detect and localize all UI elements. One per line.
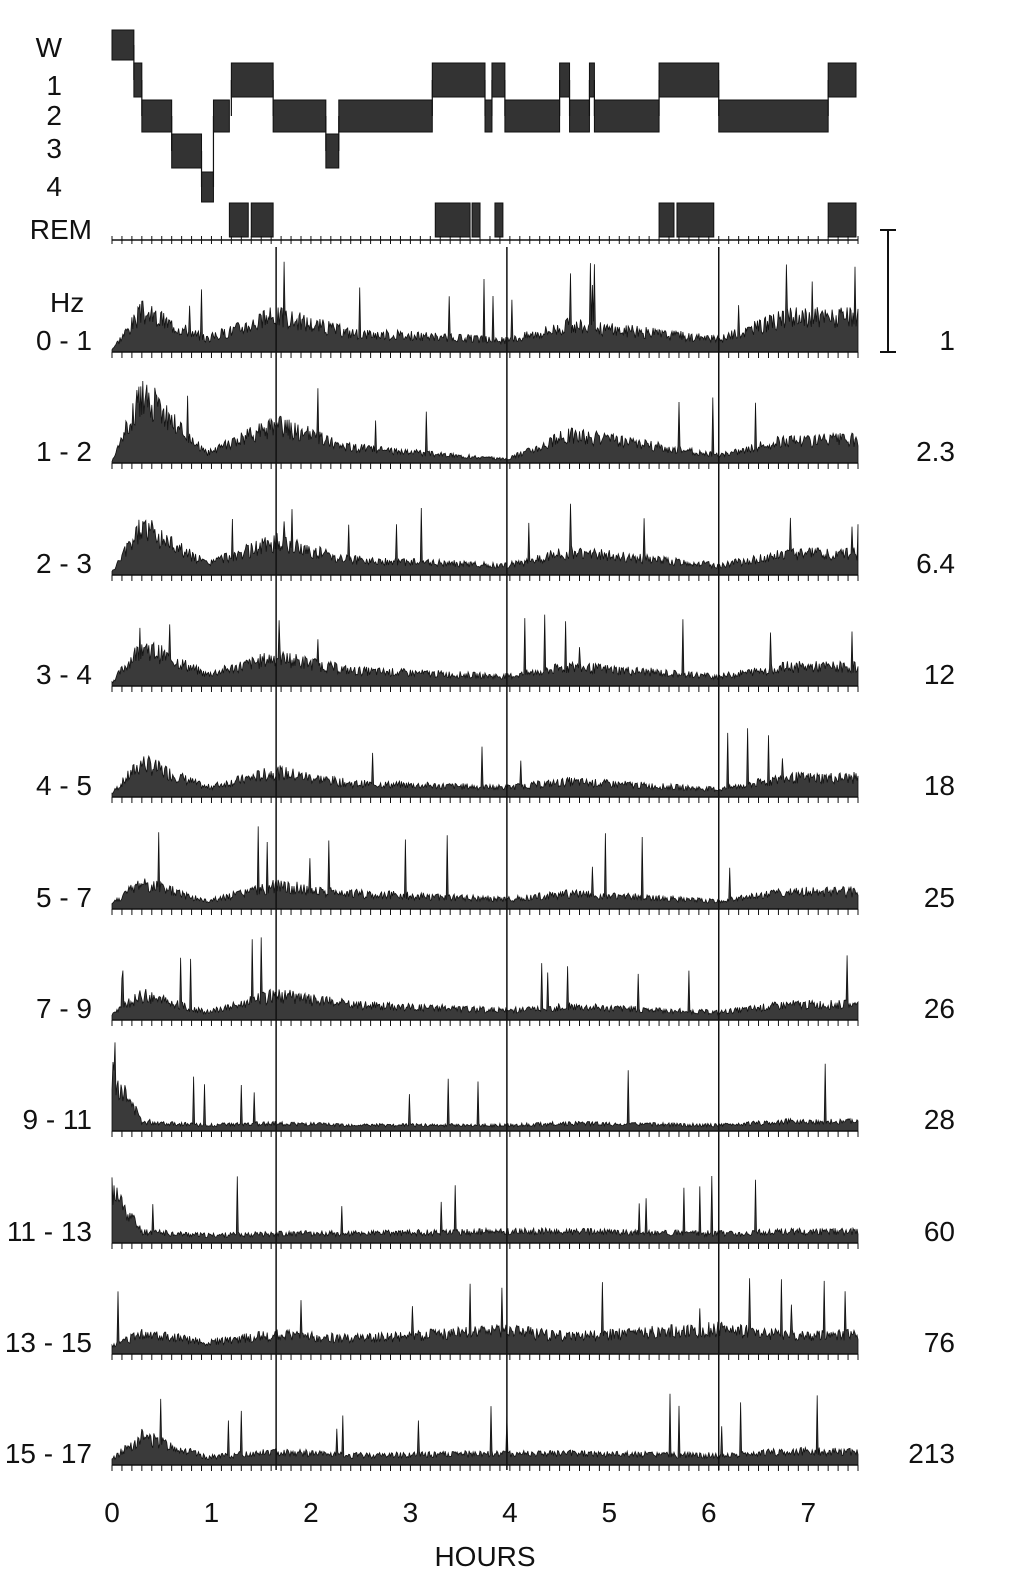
- hypnogram-segment: [471, 202, 481, 238]
- stage-label-4: 4: [46, 171, 62, 202]
- hypnogram-segment: [494, 202, 504, 238]
- hypnogram-segment: [588, 62, 595, 98]
- band-scale-value: 26: [924, 993, 955, 1024]
- band-scale-value: 76: [924, 1327, 955, 1358]
- band-trace: [111, 1042, 859, 1132]
- band-trace: [111, 728, 859, 798]
- reference-lines: [275, 247, 720, 1470]
- band-traces: 0 - 1 1 1 - 2 2.3 2 - 3 6.4 3 - 4 12 4 - 5 18 5 - …: [5, 261, 955, 1471]
- scale-bar: [880, 229, 896, 353]
- hypnogram-segment: [171, 133, 203, 169]
- x-tick-label: 4: [502, 1497, 518, 1528]
- hypnogram-segment: [676, 202, 715, 238]
- x-tick-label: 6: [701, 1497, 717, 1528]
- hypnogram: [111, 29, 859, 244]
- hypnogram-segment: [569, 99, 590, 133]
- x-tick-label: 1: [204, 1497, 220, 1528]
- stage-label-1: 1: [46, 70, 62, 101]
- band-label: 7 - 9: [36, 993, 92, 1024]
- x-tick-label: 0: [104, 1497, 120, 1528]
- band-scale-value: 213: [908, 1438, 955, 1469]
- band-label: 1 - 2: [36, 436, 92, 467]
- hypnogram-segment: [593, 99, 660, 133]
- hypnogram-segment: [827, 62, 857, 98]
- hz-label: Hz: [50, 287, 84, 318]
- x-axis-label: HOURS: [434, 1541, 535, 1572]
- band-trace: [111, 261, 859, 353]
- hypnogram-segment: [491, 62, 506, 98]
- band-label: 4 - 5: [36, 770, 92, 801]
- stage-label-w: W: [36, 32, 63, 63]
- band-label: 13 - 15: [5, 1327, 92, 1358]
- stage-label-2: 2: [46, 100, 62, 131]
- hypnogram-segment: [559, 62, 571, 98]
- band-scale-value: 18: [924, 770, 955, 801]
- hypnogram-segment: [201, 171, 214, 203]
- hypnogram-segment: [431, 62, 486, 98]
- hypnogram-segment: [325, 133, 340, 169]
- hypnogram-stage-labels: W 123 4 REM: [30, 32, 92, 245]
- band-label: 9 - 11: [22, 1104, 92, 1135]
- hypnogram-segment: [504, 99, 561, 133]
- hypnogram-segment: [338, 99, 433, 133]
- band-label: 2 - 3: [36, 548, 92, 579]
- hypnogram-segment: [827, 202, 857, 238]
- x-axis: 0 1 2 3 4 5 6 7: [104, 1497, 816, 1528]
- hypnogram-segment: [272, 99, 327, 133]
- band-label: 3 - 4: [36, 659, 92, 690]
- band-trace: [111, 826, 859, 910]
- hypnogram-segment: [230, 62, 274, 98]
- hypnogram-segment: [141, 99, 173, 133]
- hypnogram-segment: [111, 29, 135, 61]
- band-trace: [111, 1175, 859, 1244]
- hypnogram-segment: [484, 99, 493, 133]
- hypnogram-segment: [250, 202, 274, 238]
- x-tick-label: 3: [403, 1497, 419, 1528]
- x-tick-label: 2: [303, 1497, 319, 1528]
- band-scale-value: 1: [939, 325, 955, 356]
- hypnogram-segment: [658, 202, 675, 238]
- band-trace: [111, 380, 859, 464]
- hypnogram-segment: [658, 62, 720, 98]
- band-scale-value: 25: [924, 882, 955, 913]
- hypnogram-segment: [133, 62, 143, 98]
- band-scale-value: 2.3: [916, 436, 955, 467]
- stage-label-rem: REM: [30, 214, 92, 245]
- x-tick-label: 5: [602, 1497, 618, 1528]
- hypnogram-segment: [718, 99, 829, 133]
- band-scale-value: 12: [924, 659, 955, 690]
- band-scale-value: 28: [924, 1104, 955, 1135]
- band-trace: [111, 614, 859, 687]
- band-scale-value: 6.4: [916, 548, 955, 579]
- band-scale-value: 60: [924, 1216, 955, 1247]
- band-label: 15 - 17: [5, 1438, 92, 1469]
- band-trace: [111, 503, 859, 576]
- hypnogram-segment: [228, 202, 249, 238]
- band-label: 5 - 7: [36, 882, 92, 913]
- band-label: 0 - 1: [36, 325, 92, 356]
- hypnogram-segment: [212, 99, 230, 133]
- stage-label-3: 3: [46, 133, 62, 164]
- band-trace: [111, 1393, 859, 1466]
- band-trace: [111, 1278, 859, 1355]
- band-label: 11 - 13: [7, 1216, 92, 1247]
- x-tick-label: 7: [800, 1497, 816, 1528]
- band-trace: [111, 937, 859, 1021]
- hypnogram-segment: [434, 202, 471, 238]
